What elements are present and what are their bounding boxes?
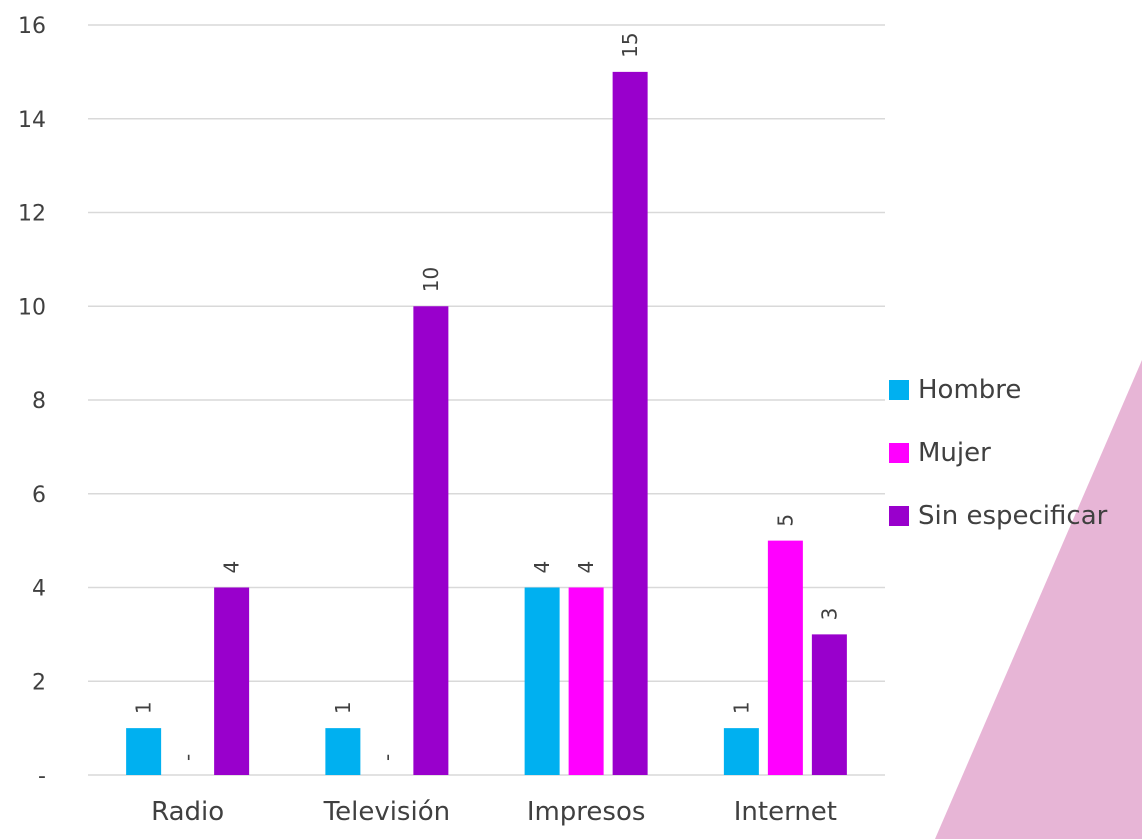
data-label: 1 — [132, 701, 156, 714]
legend-swatch — [889, 380, 909, 400]
x-category-label: Internet — [734, 797, 837, 827]
data-label: 1 — [729, 701, 753, 714]
x-category-label: Impresos — [527, 797, 646, 827]
y-axis: - 2 4 6 8 10 12 14 16 — [18, 14, 46, 789]
data-label: 10 — [419, 267, 443, 292]
bar-hombre — [723, 728, 759, 775]
y-tick-label: 6 — [32, 483, 46, 508]
legend-label: Hombre — [918, 375, 1021, 405]
y-tick-label: 16 — [18, 14, 46, 39]
bar-sin-especificar — [612, 71, 648, 775]
legend-swatch — [889, 506, 909, 526]
y-tick-label: 10 — [18, 295, 46, 320]
legend-label: Sin especificar — [918, 501, 1108, 531]
data-label: 4 — [530, 561, 554, 574]
y-tick-label: - — [38, 764, 46, 789]
data-label: 15 — [618, 32, 642, 57]
x-category-label: Televisión — [323, 797, 450, 827]
data-label: 3 — [817, 608, 841, 621]
y-tick-label: 4 — [32, 577, 46, 602]
legend-swatch — [889, 443, 909, 463]
bar-sin-especificar — [811, 634, 847, 775]
data-label: - — [375, 754, 399, 761]
data-label: - — [176, 754, 200, 761]
data-label: 1 — [331, 701, 355, 714]
bar-mujer — [767, 540, 803, 775]
y-tick-label: 8 — [32, 389, 46, 414]
legend-label: Mujer — [918, 438, 991, 468]
bars — [126, 71, 847, 775]
x-axis: Radio Televisión Impresos Internet — [151, 797, 837, 827]
gridlines — [88, 24, 885, 776]
data-label: 5 — [773, 514, 797, 527]
y-tick-label: 12 — [18, 202, 46, 227]
bar-hombre — [325, 728, 361, 775]
x-category-label: Radio — [151, 797, 224, 827]
bar-sin-especificar — [413, 306, 449, 775]
data-label: 4 — [574, 561, 598, 574]
y-tick-label: 14 — [18, 108, 46, 133]
bar-mujer — [568, 587, 604, 775]
y-tick-label: 2 — [32, 670, 46, 695]
legend: Hombre Mujer Sin especificar — [889, 375, 1108, 531]
bar-sin-especificar — [214, 587, 250, 775]
bar-hombre — [126, 728, 162, 775]
data-label: 4 — [220, 561, 244, 574]
decorative-background-shape — [935, 360, 1142, 839]
bar-hombre — [524, 587, 560, 775]
